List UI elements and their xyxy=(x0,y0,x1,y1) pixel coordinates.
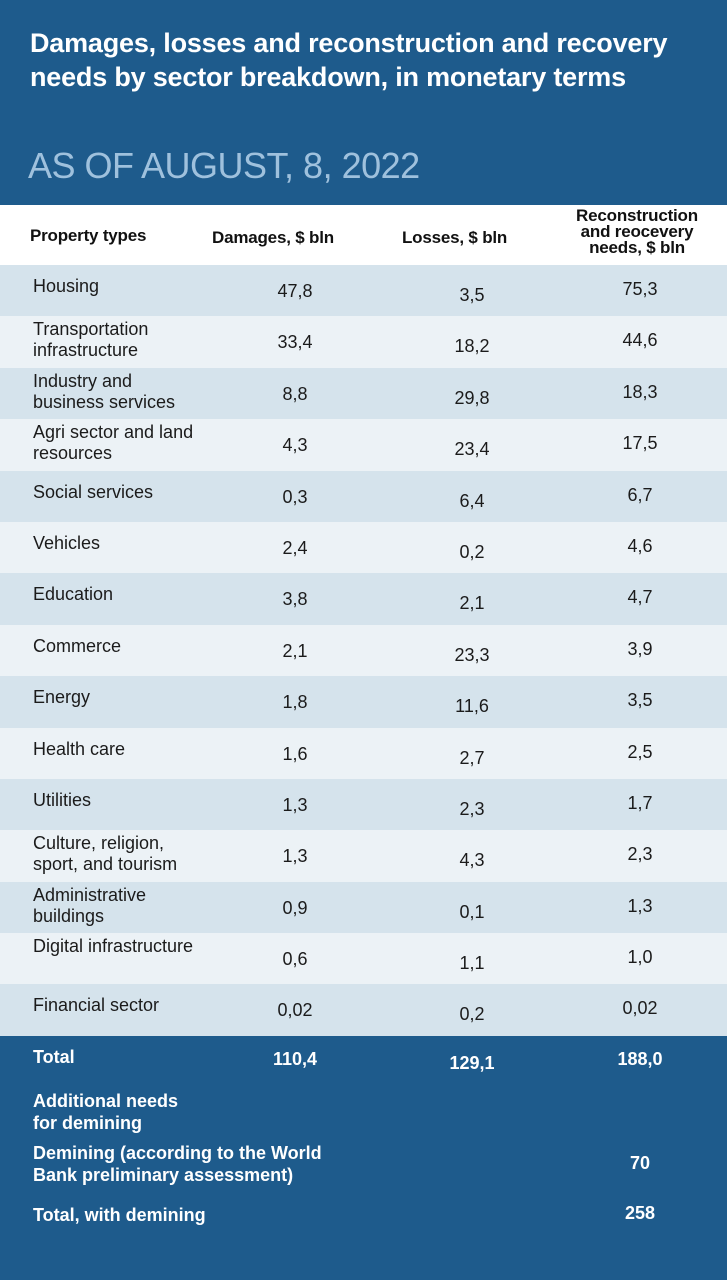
row-damages-value: 1,3 xyxy=(282,846,308,867)
row-reconstruction-value: 4,7 xyxy=(627,587,653,608)
row-damages-value: 47,8 xyxy=(277,281,313,301)
demining-label: Demining (according to the World Bank pr… xyxy=(33,1143,322,1185)
row-reconstruction-value: 1,3 xyxy=(627,895,653,916)
table-row: Social services 0,3 6,4 6,7 xyxy=(0,470,727,522)
row-property-type: Transportation infrastructure xyxy=(33,319,149,361)
row-losses-value: 2,1 xyxy=(459,593,485,614)
row-reconstruction-value: 17,5 xyxy=(622,433,658,454)
row-damages-value: 1,6 xyxy=(282,743,308,764)
total-damages: 110,4 xyxy=(272,1049,318,1069)
additional-needs-label: Additional needs for demining xyxy=(33,1091,179,1133)
table-body: Housing 47,8 3,5 75,3 Transportation infrast… xyxy=(0,265,727,1036)
row-damages-value: 8,8 xyxy=(282,383,308,404)
table-footer: Total 110,4 129,1 188,0 Additional needs… xyxy=(0,1036,727,1280)
column-header-losses: Losses, $ bln xyxy=(402,228,508,247)
row-property-type: Housing xyxy=(33,276,100,296)
row-property-type: Administrative buildings xyxy=(33,884,147,926)
table-row: Health care 1,6 2,7 2,5 xyxy=(0,727,727,779)
data-table: Property types Damages, $ bln Losses, $ … xyxy=(0,205,727,1036)
row-property-type: Digital infrastructure xyxy=(33,936,194,957)
row-losses-value: 1,1 xyxy=(459,953,485,974)
table-row: Transportation infrastructure 33,4 18,2 44,… xyxy=(0,316,727,368)
row-reconstruction-value: 0,02 xyxy=(622,998,658,1019)
row-reconstruction-value: 44,6 xyxy=(622,330,658,351)
row-damages-value: 1,3 xyxy=(282,794,308,815)
row-reconstruction-value: 75,3 xyxy=(622,279,658,299)
row-losses-value: 18,2 xyxy=(454,336,490,357)
table-row: Industry and business services 8,8 29,8 18,… xyxy=(0,367,727,420)
row-reconstruction-value: 3,5 xyxy=(627,690,653,711)
row-reconstruction-value: 3,9 xyxy=(627,638,653,659)
row-losses-value: 4,3 xyxy=(459,850,485,871)
row-damages-value: 3,8 xyxy=(282,589,308,610)
row-reconstruction-value: 4,6 xyxy=(627,535,653,556)
row-reconstruction-value: 6,7 xyxy=(627,484,653,505)
row-damages-value: 0,3 xyxy=(282,486,308,507)
row-property-type: Vehicles xyxy=(33,532,101,553)
table-row: Agri sector and land resources 4,3 23,4 17,… xyxy=(0,419,727,471)
row-property-type: Financial sector xyxy=(33,995,160,1016)
row-losses-value: 0,2 xyxy=(459,1004,485,1025)
total-losses: 129,1 xyxy=(449,1053,495,1073)
row-damages-value: 4,3 xyxy=(282,435,308,456)
table-row: Financial sector 0,02 0,2 0,02 xyxy=(0,984,727,1036)
table-header: Property types Damages, $ bln Losses, $ … xyxy=(0,205,727,265)
row-property-type: Health care xyxy=(33,738,126,759)
table-row: Digital infrastructure 0,6 1,1 1,0 xyxy=(0,933,727,985)
table-row: Education 3,8 2,1 4,7 xyxy=(0,573,727,625)
page-title: Damages, losses and reconstruction and r… xyxy=(30,28,668,92)
row-losses-value: 2,7 xyxy=(459,747,485,768)
column-header-reconstruction: Reconstruction and reocevery needs, $ bl… xyxy=(576,206,698,257)
row-reconstruction-value: 1,7 xyxy=(627,792,653,813)
row-property-type: Culture, religion, sport, and tourism xyxy=(33,833,178,875)
row-damages-value: 2,1 xyxy=(282,640,308,661)
row-losses-value: 29,8 xyxy=(454,387,490,408)
row-losses-value: 0,2 xyxy=(459,541,485,562)
row-losses-value: 23,3 xyxy=(454,644,490,665)
row-reconstruction-value: 2,3 xyxy=(627,844,653,865)
row-losses-value: 0,1 xyxy=(459,901,485,922)
demining-value: 70 xyxy=(629,1153,651,1173)
row-property-type: Energy xyxy=(33,687,91,708)
table-row: Administrative buildings 0,9 0,1 1,3 xyxy=(0,881,727,934)
row-damages-value: 1,8 xyxy=(282,692,308,713)
table-row: Vehicles 2,4 0,2 4,6 xyxy=(0,521,727,574)
row-property-type: Agri sector and land resources xyxy=(33,422,194,464)
table-row: Commerce 2,1 23,3 3,9 xyxy=(0,624,727,677)
row-property-type: Education xyxy=(33,584,114,605)
row-damages-value: 0,9 xyxy=(282,897,308,918)
row-reconstruction-value: 2,5 xyxy=(627,741,653,762)
header: Damages, losses and reconstruction and r… xyxy=(0,0,727,205)
row-losses-value: 2,3 xyxy=(459,798,485,819)
total-reconstruction: 188,0 xyxy=(617,1049,663,1069)
table-row: Housing 47,8 3,5 75,3 xyxy=(0,265,727,317)
column-header-damages: Damages, $ bln xyxy=(212,228,334,247)
total-label: Total xyxy=(33,1047,75,1067)
total-with-demining-label: Total, with demining xyxy=(33,1205,206,1225)
row-damages-value: 33,4 xyxy=(277,332,313,353)
row-damages-value: 0,02 xyxy=(277,1000,313,1021)
row-property-type: Commerce xyxy=(33,635,122,656)
row-damages-value: 2,4 xyxy=(282,537,308,558)
row-reconstruction-value: 1,0 xyxy=(627,947,653,968)
row-property-type: Industry and business services xyxy=(33,370,176,412)
row-losses-value: 11,6 xyxy=(455,696,489,717)
row-property-type: Social services xyxy=(33,481,154,502)
row-losses-value: 23,4 xyxy=(454,439,490,460)
table-row: Utilities 1,3 2,3 1,7 xyxy=(0,778,727,831)
column-header-property-types: Property types xyxy=(30,226,147,245)
page-subtitle: AS OF AUGUST, 8, 2022 xyxy=(28,145,420,186)
row-losses-value: 6,4 xyxy=(459,490,485,511)
total-with-demining-value: 258 xyxy=(624,1203,656,1223)
row-property-type: Utilities xyxy=(33,789,92,810)
row-damages-value: 0,6 xyxy=(282,949,308,970)
row-reconstruction-value: 18,3 xyxy=(622,381,658,402)
row-losses-value: 3,5 xyxy=(459,285,485,305)
table-row: Energy 1,8 11,6 3,5 xyxy=(0,676,727,728)
table-row: Culture, religion, sport, and tourism 1,3… xyxy=(0,830,727,882)
